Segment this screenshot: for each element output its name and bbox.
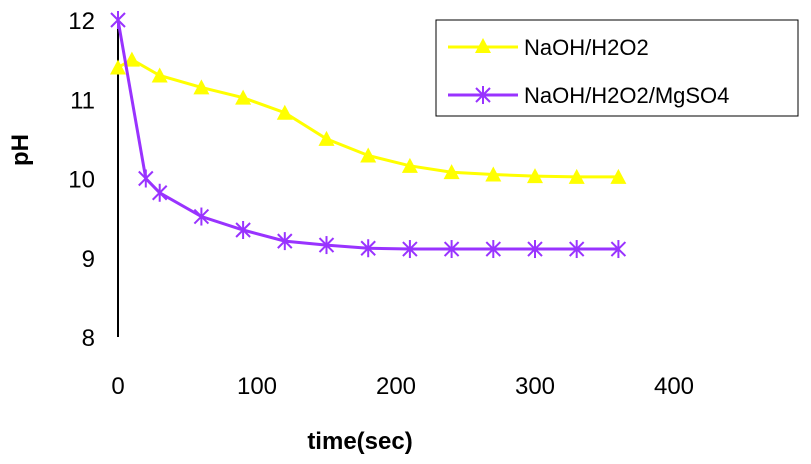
- y-tick-label: 12: [68, 8, 95, 35]
- x-tick-label: 200: [376, 373, 416, 400]
- data-point: [443, 240, 460, 259]
- data-point: [610, 168, 627, 184]
- data-point: [235, 221, 251, 240]
- x-tick-labels: 0 100 200 300 400: [111, 373, 694, 400]
- data-point: [151, 183, 168, 202]
- series-line-naoh-h2o2: [117, 57, 619, 179]
- series-layer: [110, 11, 627, 259]
- data-point: [568, 240, 585, 259]
- legend: NaOH/H2O2 NaOH/H2O2/MgSO4: [435, 19, 799, 117]
- data-point: [138, 169, 154, 188]
- legend-box: [435, 19, 799, 117]
- data-point: [318, 236, 335, 255]
- legend-marker-naoh-h2o2: [475, 38, 491, 53]
- data-point: [402, 240, 418, 259]
- data-point: [360, 239, 376, 258]
- data-point: [110, 59, 126, 75]
- data-point: [527, 240, 543, 259]
- data-point: [276, 104, 293, 120]
- data-point: [443, 164, 460, 180]
- data-point: [318, 130, 335, 146]
- data-point: [277, 232, 293, 251]
- data-point: [193, 79, 210, 95]
- data-point: [123, 51, 140, 67]
- data-point: [527, 168, 543, 184]
- data-point: [401, 157, 418, 173]
- legend-label-naoh-h2o2: NaOH/H2O2: [524, 35, 649, 60]
- series-naoh-h2o2-mgso4: [110, 11, 627, 259]
- y-axis-title: pH: [7, 134, 34, 166]
- y-tick-labels: 8 9 10 11 12: [68, 8, 95, 352]
- data-point: [193, 207, 210, 226]
- x-tick-label: 400: [654, 373, 694, 400]
- data-point: [360, 147, 377, 163]
- x-axis-title: time(sec): [307, 428, 412, 455]
- data-point: [110, 11, 126, 29]
- y-tick-label: 9: [82, 246, 95, 273]
- data-point: [151, 67, 168, 83]
- y-tick-label: 10: [68, 167, 95, 194]
- x-tick-label: 300: [515, 373, 555, 400]
- legend-label-naoh-h2o2-mgso4: NaOH/H2O2/MgSO4: [524, 83, 729, 108]
- x-tick-label: 0: [111, 373, 124, 400]
- series-line-naoh-h2o2-mgso4: [116, 19, 619, 251]
- data-point: [568, 168, 585, 184]
- data-point: [235, 89, 252, 105]
- data-point: [485, 166, 502, 182]
- y-tick-label: 8: [82, 325, 95, 352]
- x-tick-label: 100: [237, 373, 277, 400]
- data-point: [610, 240, 627, 259]
- legend-marker-naoh-h2o2-mgso4: [475, 86, 491, 104]
- data-point: [485, 240, 502, 259]
- series-naoh-h2o2: [110, 51, 627, 184]
- y-tick-label: 11: [70, 87, 95, 114]
